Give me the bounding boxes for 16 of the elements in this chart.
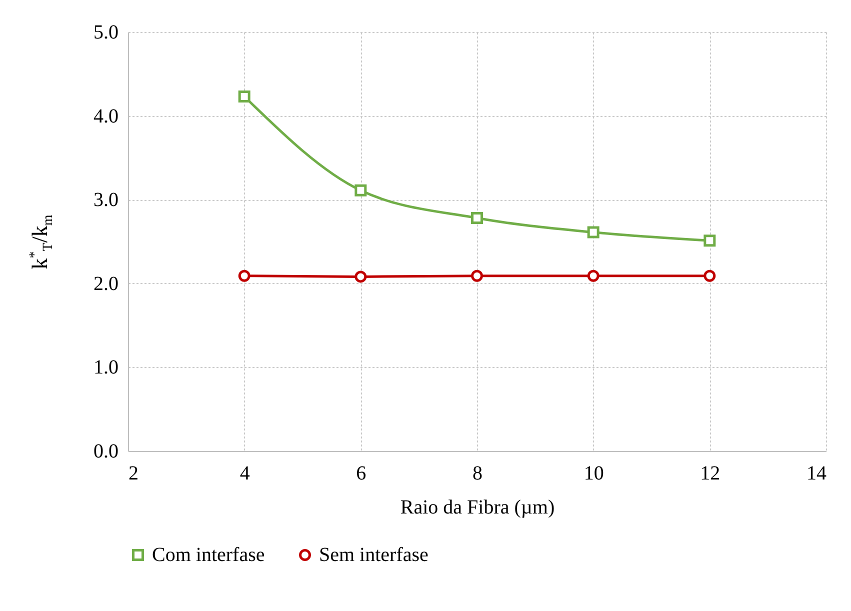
x-tick-label: 14 xyxy=(806,462,826,484)
x-tick-label: 10 xyxy=(584,462,604,484)
x-tick-label: 6 xyxy=(356,462,366,484)
y-tick-label: 5.0 xyxy=(94,22,118,44)
legend-label: Com interfase xyxy=(152,544,265,566)
y-tick-label: 3.0 xyxy=(94,189,118,212)
y-tick-label: 2.0 xyxy=(94,272,118,295)
x-tick-label: 8 xyxy=(472,462,482,484)
x-axis-title: Raio da Fibra (µm) xyxy=(400,496,555,518)
y-tick-label: 4.0 xyxy=(94,105,118,128)
y-tick-label: 1.0 xyxy=(94,356,118,379)
x-tick-label: 2 xyxy=(128,462,138,484)
x-tick-label: 12 xyxy=(700,462,720,484)
x-tick-label: 4 xyxy=(240,462,250,484)
legend-label: Sem interfase xyxy=(319,544,429,566)
y-tick-label: 0.0 xyxy=(94,440,118,462)
